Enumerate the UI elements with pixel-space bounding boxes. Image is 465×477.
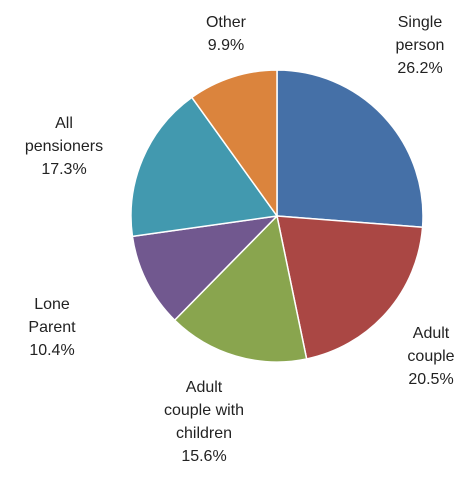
pie-slices (130, 69, 424, 363)
pie-slice (173, 215, 308, 363)
pie-slice (276, 215, 424, 360)
slice-category-label: Adult (186, 379, 223, 396)
slice-category-label: Parent (28, 319, 76, 336)
slice-label: All pensioners 17.3% (25, 115, 103, 178)
slice-category-label: Adult (413, 325, 450, 342)
pie-slice (130, 96, 278, 238)
slice-label: Adult couple with children 15.6% (164, 379, 244, 465)
slice-category-label: couple with (164, 402, 244, 419)
slice-category-label: Lone (34, 296, 70, 313)
slice-label: Lone Parent 10.4% (28, 296, 76, 359)
pie-labels: Single person 26.2% Adult couple 20.5% Adult co… (25, 14, 455, 465)
slice-label: Adult couple 20.5% (407, 325, 454, 388)
slice-value-label: 26.2% (397, 60, 442, 77)
slice-category-label: person (396, 37, 445, 54)
pie-slice (191, 69, 278, 217)
slice-label: Other 9.9% (206, 14, 247, 54)
slice-category-label: Other (206, 14, 247, 31)
slice-label: Single person 26.2% (396, 14, 445, 77)
slice-category-label: All (55, 115, 73, 132)
slice-category-label: children (176, 425, 232, 442)
pie-slice (276, 69, 424, 228)
slice-category-label: pensioners (25, 138, 103, 155)
slice-value-label: 9.9% (208, 37, 244, 54)
slice-value-label: 10.4% (29, 342, 74, 359)
slice-value-label: 15.6% (181, 448, 226, 465)
slice-value-label: 17.3% (41, 161, 86, 178)
pie-slice (131, 215, 278, 321)
slice-value-label: 20.5% (408, 371, 453, 388)
slice-category-label: couple (407, 348, 454, 365)
slice-category-label: Single (398, 14, 443, 31)
